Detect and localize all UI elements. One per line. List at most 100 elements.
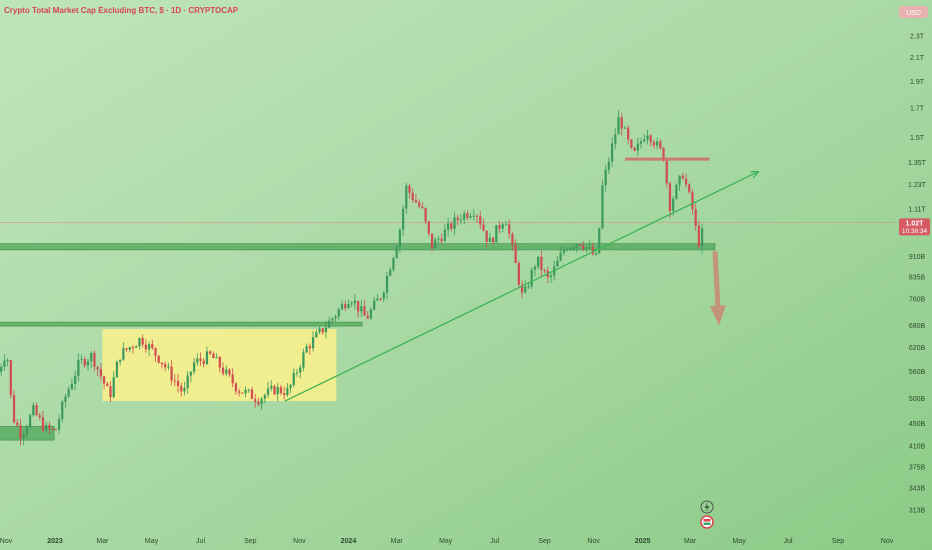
candle-body: [694, 209, 697, 226]
uptrend-arrow-head: [750, 170, 760, 179]
x-tick-label: May: [439, 538, 453, 545]
candle-body: [373, 300, 376, 310]
candle-body: [356, 300, 360, 312]
candle-body: [543, 270, 546, 272]
candle-body: [491, 237, 495, 243]
x-tick-label: Jul: [196, 538, 205, 545]
candle-body: [115, 361, 119, 378]
candle-body: [109, 386, 112, 398]
candle-body: [366, 315, 369, 319]
candle-body: [623, 127, 627, 129]
candle-body: [38, 415, 41, 418]
candle-body: [289, 384, 292, 389]
candle-body: [424, 207, 427, 222]
candle-body: [475, 215, 479, 217]
candle-body: [440, 238, 443, 242]
candle-body: [241, 392, 244, 394]
candle-body: [147, 344, 151, 350]
candle-body: [151, 344, 154, 348]
candle-body: [427, 221, 430, 234]
candle-body: [511, 233, 514, 245]
candle-body: [231, 374, 234, 384]
candle-body: [697, 225, 701, 247]
x-tick-label: Mar: [684, 538, 697, 545]
candle-body: [630, 139, 633, 148]
candle-body: [302, 352, 305, 368]
y-tick-label: 1.11T: [908, 207, 926, 214]
candle-body: [263, 395, 266, 399]
candle-body: [86, 361, 90, 366]
y-tick-label: 375B: [909, 465, 926, 472]
candle-body: [353, 300, 356, 304]
candle-body: [562, 249, 565, 253]
x-axis[interactable]: Nov 2023 Mar May Jul Sep Nov 2024 Mar May Jul Sep No…: [0, 538, 894, 545]
candle-body: [627, 127, 630, 140]
x-tick-label: Mar: [391, 538, 404, 545]
candle-body: [665, 160, 668, 184]
candle-body: [334, 316, 337, 319]
candle-body: [459, 219, 463, 221]
earnings-icon-ring: [700, 515, 714, 529]
candle-body: [221, 367, 225, 374]
candle-body: [189, 371, 193, 376]
candle-body: [22, 434, 25, 439]
candle-body: [173, 380, 176, 382]
candle-body: [565, 249, 569, 251]
currency-badge[interactable]: USD: [899, 6, 928, 18]
candle-body: [244, 389, 247, 394]
candle-body: [125, 348, 128, 350]
x-tick-label: May: [145, 538, 159, 545]
candle-body: [138, 337, 141, 347]
candle-body: [643, 139, 646, 142]
earnings-icon[interactable]: [700, 515, 714, 529]
candle-body: [170, 366, 173, 381]
candle-body: [234, 383, 238, 392]
flash-icon-ring: [700, 500, 714, 514]
candle-body: [569, 247, 572, 250]
candle-body: [0, 366, 3, 372]
candle-body: [556, 260, 559, 267]
candle-body: [286, 388, 289, 396]
candle-body: [257, 401, 260, 405]
candle-body: [652, 142, 656, 146]
candle-body: [77, 359, 80, 376]
candle-body: [154, 347, 157, 356]
candle-body: [614, 134, 617, 144]
candle-body: [514, 244, 517, 264]
candle-body: [237, 391, 241, 393]
candle-body: [350, 303, 353, 305]
y-axis[interactable]: 2.3T 2.1T 1.9T 1.7T 1.5T 1.35T 1.23T 1.11T 910B 8…: [899, 34, 930, 515]
candle-body: [495, 225, 498, 243]
candle-body: [604, 169, 607, 186]
candle-body: [305, 346, 308, 353]
earnings-icon-bar-bottom: [703, 522, 711, 525]
flash-icon[interactable]: [700, 500, 714, 514]
earnings-icon-bar-top: [703, 519, 711, 522]
candle-body: [90, 353, 93, 362]
candle-body: [67, 389, 70, 397]
candle-body: [9, 360, 12, 396]
candle-body: [122, 348, 125, 360]
candle-body: [418, 202, 421, 207]
candle-body: [45, 424, 48, 431]
x-tick-label: Jul: [490, 538, 499, 545]
candle-body: [668, 183, 672, 212]
y-tick-label: 450B: [909, 421, 926, 428]
candle-body: [379, 298, 382, 300]
candle-body: [260, 398, 263, 405]
candle-body: [321, 328, 324, 333]
candle-body: [250, 389, 254, 400]
candle-body: [620, 117, 623, 129]
y-tick-label: 313B: [909, 508, 926, 515]
y-tick-label: 760B: [909, 297, 926, 304]
candle-body: [209, 351, 212, 354]
candle-body: [279, 387, 283, 394]
candle-body: [463, 213, 466, 220]
candle-body: [376, 298, 379, 301]
candle-body: [183, 388, 186, 392]
candle-body: [446, 223, 450, 230]
y-tick-label: 910B: [909, 254, 926, 261]
y-tick-label: 620B: [909, 345, 926, 352]
